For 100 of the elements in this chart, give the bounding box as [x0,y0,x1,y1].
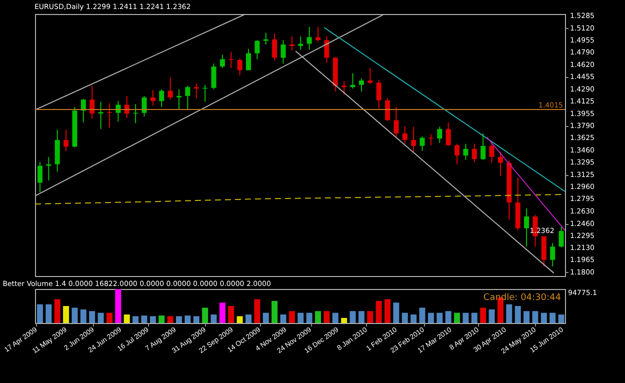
bar [332,312,338,323]
bar [419,308,426,323]
bar [80,309,86,323]
candlestick [64,129,69,152]
bar [184,316,191,323]
candlestick [80,98,86,123]
candlestick [211,63,216,90]
bar [550,312,556,323]
bar [46,304,52,323]
bar [106,312,112,323]
bar [358,311,364,323]
bar [210,314,217,323]
candlestick [342,80,347,95]
bar [298,312,304,323]
bar [176,316,182,323]
candlestick [272,32,278,62]
candlestick [106,102,112,128]
bar [454,312,460,323]
bar [124,314,130,323]
bar [306,312,312,323]
bar [141,316,148,323]
bar [514,306,521,323]
bar [132,316,139,323]
bar [341,318,348,323]
candlestick [289,36,294,51]
candlestick [228,51,234,69]
candlestick [263,32,268,45]
bar [324,311,330,323]
candlestick [298,36,304,50]
candlestick [237,58,242,76]
candlestick [558,226,564,248]
bar [558,314,564,323]
candlestick [324,36,330,64]
candlestick [280,40,286,64]
candlestick [350,72,356,90]
candlestick [489,142,494,164]
bar [193,316,200,323]
bar [540,312,547,323]
candlestick [472,143,477,163]
candlestick [402,126,408,144]
candlestick [541,236,546,267]
bar [428,312,434,323]
bar [462,312,469,323]
bar [219,302,226,323]
bar [532,311,538,323]
bar [480,308,486,323]
candlestick [524,208,530,248]
candlestick [246,48,251,71]
candlestick [150,90,156,106]
bar [488,309,495,323]
bar [402,312,408,323]
bar [98,312,104,323]
bar [54,299,60,323]
candlestick [498,151,503,177]
bar [288,311,295,323]
candlestick [376,79,382,109]
bar [89,311,96,323]
candlestick [194,82,199,99]
candlestick [46,156,52,181]
bar [367,311,374,323]
candlestick [185,85,190,110]
candlestick [254,40,260,60]
bar [262,312,269,323]
bar [202,308,208,323]
candlestick [90,85,95,120]
bar [384,299,391,323]
bar [63,306,70,323]
candlestick [385,98,390,122]
bar [150,316,156,323]
bar [72,308,78,323]
annotation: Candle: 04:30:44 [483,293,562,303]
candlestick [220,54,225,69]
candlestick [550,242,556,267]
bar [393,302,400,323]
bar [158,316,165,323]
bar [280,314,286,323]
candlestick [454,143,460,165]
candlestick [420,136,425,152]
candlestick [463,143,468,160]
bar [36,304,43,323]
candlestick [168,77,173,100]
candlestick [306,26,312,50]
candlestick [411,126,416,152]
bar [471,312,478,323]
bar [410,314,417,323]
bar [350,311,356,323]
candlestick [176,88,182,110]
bar [524,311,530,323]
candlestick [437,126,442,144]
candlestick [394,106,399,138]
bar [436,312,443,323]
candlestick [159,88,164,108]
candlestick [316,26,320,42]
bar [272,300,278,323]
candlestick [98,101,104,130]
bar [228,306,234,323]
candlestick [446,122,451,146]
candlestick [142,95,147,118]
bar [254,299,260,323]
bar [245,314,252,323]
